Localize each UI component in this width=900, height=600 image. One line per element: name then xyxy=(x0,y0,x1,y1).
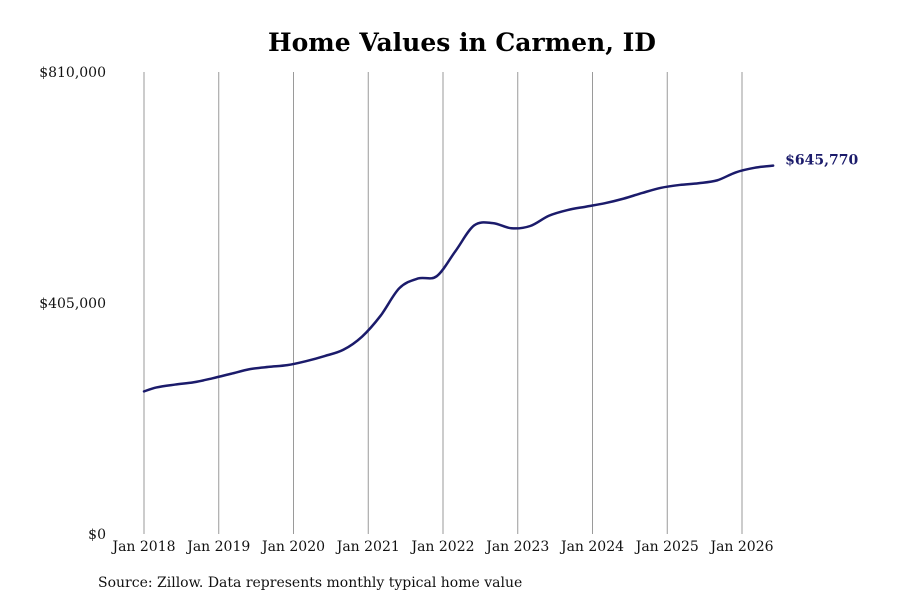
x-tick-label: Jan 2021 xyxy=(335,539,400,555)
x-tick-label: Jan 2023 xyxy=(484,539,549,555)
y-tick-label: $0 xyxy=(88,527,106,543)
end-value-label: $645,770 xyxy=(785,153,858,169)
x-tick-label: Jan 2019 xyxy=(185,539,250,555)
chart-title: Home Values in Carmen, ID xyxy=(268,28,656,57)
x-tick-label: Jan 2020 xyxy=(260,539,325,555)
y-axis-tick-labels: $0 $405,000 $810,000 xyxy=(39,65,106,543)
x-tick-label: Jan 2026 xyxy=(708,539,773,555)
vertical-gridlines xyxy=(143,72,743,534)
x-tick-label: Jan 2025 xyxy=(634,539,699,555)
x-tick-label: Jan 2024 xyxy=(559,539,624,555)
y-tick-label: $405,000 xyxy=(39,296,106,312)
y-tick-label: $810,000 xyxy=(39,65,106,81)
x-tick-label: Jan 2018 xyxy=(110,539,175,555)
x-tick-label: Jan 2022 xyxy=(409,539,474,555)
series-line-home-value xyxy=(142,164,775,393)
source-note: Source: Zillow. Data represents monthly … xyxy=(98,575,522,591)
end-value-label-group: $645,770 xyxy=(785,153,858,169)
x-axis-tick-labels: Jan 2018 Jan 2019 Jan 2020 Jan 2021 Jan 2022… xyxy=(110,539,773,555)
series-layer xyxy=(142,164,775,393)
